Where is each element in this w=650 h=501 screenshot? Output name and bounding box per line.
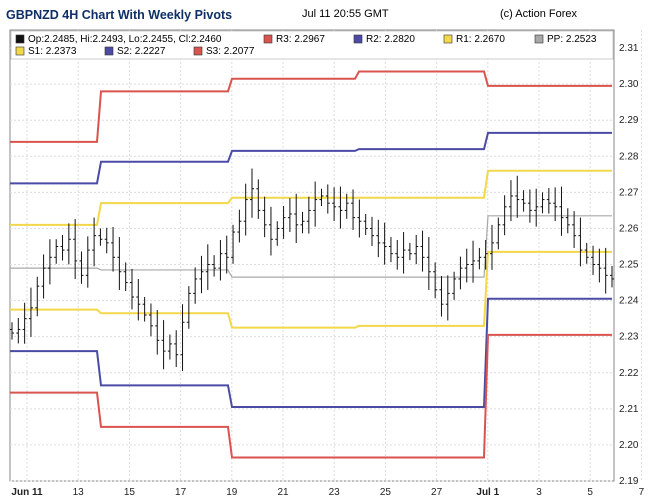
y-tick-label: 2.30 <box>619 79 639 90</box>
legend-swatch-s1 <box>15 46 25 56</box>
chart-credit: (c) Action Forex <box>500 8 578 20</box>
x-tick-label: Jul 1 <box>476 487 499 498</box>
legend-swatch-r3 <box>263 34 273 44</box>
y-tick-label: 2.20 <box>619 440 639 451</box>
legend-swatch-pp <box>534 34 544 44</box>
y-tick-label: 2.22 <box>619 368 639 379</box>
chart-title: GBPNZD 4H Chart With Weekly Pivots <box>6 8 233 22</box>
y-tick-label: 2.31 <box>619 43 639 54</box>
legend-label-r2: R2: 2.2820 <box>366 34 415 45</box>
pivot-line-s2 <box>10 297 612 409</box>
chart-timestamp: Jul 11 20:55 GMT <box>302 8 389 20</box>
legend-swatch-r2 <box>353 34 363 44</box>
legend-swatch-ohlc <box>15 34 25 44</box>
x-tick-label: 27 <box>431 487 443 498</box>
pivot-line-s3 <box>10 333 612 459</box>
pivot-line-r1 <box>10 169 612 226</box>
y-tick-label: 2.24 <box>619 296 639 307</box>
y-tick-label: 2.29 <box>619 115 639 126</box>
x-tick-label: 17 <box>175 487 187 498</box>
x-tick-label: 19 <box>226 487 238 498</box>
pivot-line-r3 <box>10 70 612 143</box>
legend-ohlc-text: Op:2.2485, Hi:2.2493, Lo:2.2455, Cl:2.24… <box>28 34 222 45</box>
y-tick-label: 2.28 <box>619 151 639 162</box>
x-tick-label: 5 <box>587 487 593 498</box>
y-tick-label: 2.21 <box>619 404 639 415</box>
y-tick-label: 2.19 <box>619 476 639 487</box>
legend-label-pp: PP: 2.2523 <box>547 34 597 45</box>
pivot-line-s1 <box>10 250 612 329</box>
x-tick-label: 25 <box>380 487 392 498</box>
legend-label-r3: R3: 2.2967 <box>276 34 325 45</box>
legend-label-s3: S3: 2.2077 <box>206 46 255 57</box>
x-tick-label: 3 <box>536 487 542 498</box>
x-tick-label: 23 <box>329 487 341 498</box>
pivot-line-r2 <box>10 131 612 185</box>
legend-swatch-r1 <box>443 34 453 44</box>
legend-swatch-s3 <box>193 46 203 56</box>
x-tick-label: 15 <box>124 487 136 498</box>
legend-label-s1: S1: 2.2373 <box>28 46 77 57</box>
y-tick-label: 2.23 <box>619 332 639 343</box>
legend-label-r1: R1: 2.2670 <box>456 34 505 45</box>
legend-swatch-s2 <box>104 46 114 56</box>
plot-area <box>9 29 615 482</box>
x-tick-label: 13 <box>73 487 85 498</box>
x-tick-label: Jun 11 <box>11 487 43 498</box>
legend-label-s2: S2: 2.2227 <box>117 46 166 57</box>
y-tick-label: 2.27 <box>619 187 639 198</box>
y-tick-label: 2.25 <box>619 260 639 271</box>
y-tick-label: 2.26 <box>619 223 639 234</box>
x-tick-label: 7 <box>639 487 645 498</box>
x-tick-label: 21 <box>277 487 289 498</box>
